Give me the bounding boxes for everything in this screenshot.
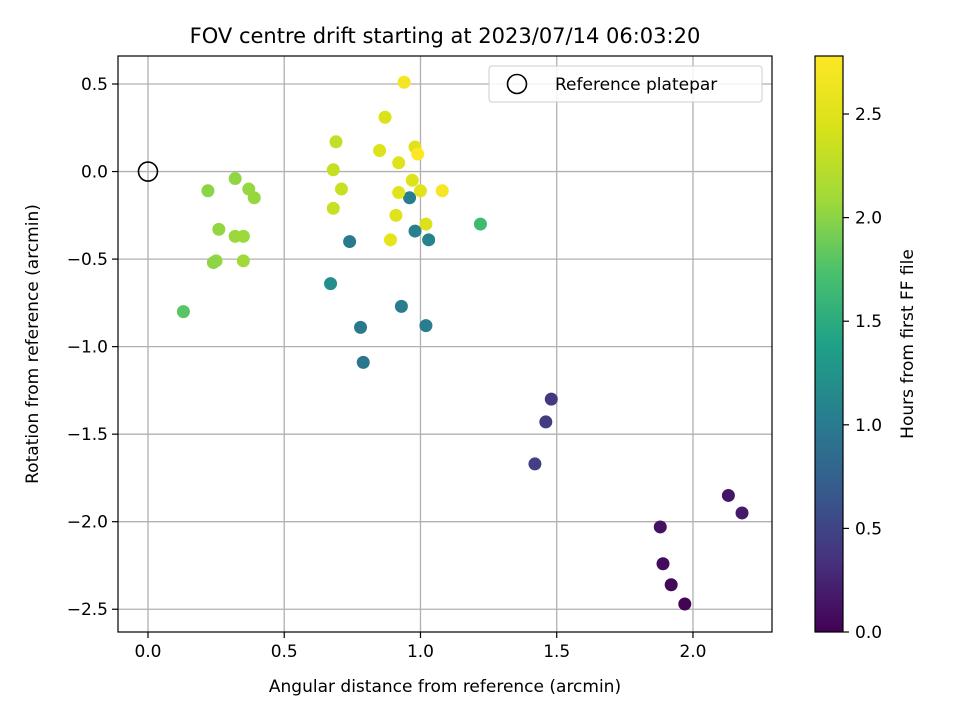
legend-marker (506, 73, 528, 95)
y-tick-label: 0.0 (81, 163, 108, 183)
legend-label: Reference platepar (555, 75, 717, 95)
data-point (236, 254, 250, 268)
grid (118, 56, 772, 632)
data-point (678, 597, 692, 611)
colorbar-tick-label: 0.0 (855, 623, 882, 643)
reference-platepar-marker (137, 161, 159, 182)
data-point (247, 191, 261, 205)
colorbar-tick-label: 0.5 (855, 519, 882, 539)
legend-box (488, 65, 763, 103)
y-tick-label: 0.5 (81, 75, 108, 95)
colorbar-tick-label: 1.5 (855, 312, 882, 332)
data-point (411, 147, 425, 161)
data-point (392, 156, 406, 170)
y-tick-label: −2.5 (67, 600, 108, 620)
data-point (544, 392, 558, 406)
data-point (212, 222, 226, 236)
data-point (539, 415, 553, 429)
y-axis-ticks: 0.5 0.0 −0.5 −1.0 −1.5 −2.0 −2.5 (67, 75, 118, 620)
data-point (721, 488, 735, 502)
data-point (373, 144, 387, 158)
colorbar: 0.0 0.5 1.0 1.5 2.0 2.5 Hours from first FF f… (814, 55, 918, 643)
data-point (422, 233, 436, 247)
x-axis-ticks: 0.0 0.5 1.0 1.5 2.0 (134, 632, 706, 662)
legend: Reference platepar (488, 65, 763, 103)
x-tick-label: 0.0 (134, 642, 161, 662)
data-point (378, 110, 392, 124)
data-point (528, 457, 542, 471)
y-tick-label: −1.5 (67, 425, 108, 445)
data-point (419, 319, 433, 333)
data-point (384, 233, 397, 247)
data-point (329, 135, 343, 149)
data-point (334, 182, 348, 196)
data-point (236, 229, 250, 243)
data-point (343, 235, 357, 249)
data-point (389, 208, 403, 222)
data-point (413, 184, 427, 198)
chart-title: FOV centre drift starting at 2023/07/14 … (190, 24, 701, 48)
y-axis-label: Rotation from reference (arcmin) (23, 204, 43, 484)
data-point (206, 256, 220, 270)
data-point (408, 224, 422, 238)
data-point (356, 355, 370, 369)
x-axis-label: Angular distance from reference (arcmin) (269, 677, 621, 697)
colorbar-tick-label: 1.0 (855, 416, 882, 436)
data-point (403, 191, 417, 205)
x-tick-label: 1.5 (543, 642, 570, 662)
x-tick-label: 0.5 (271, 642, 298, 662)
colorbar-gradient (814, 55, 844, 633)
data-point (397, 75, 411, 89)
data-point (228, 172, 242, 186)
data-point (664, 578, 678, 592)
data-point (656, 557, 670, 571)
colorbar-tick-label: 2.5 (855, 105, 882, 125)
plot-frame (117, 55, 773, 633)
y-tick-label: −0.5 (67, 250, 108, 270)
data-point (326, 163, 340, 177)
colorbar-label: Hours from first FF file (898, 249, 918, 439)
data-point (201, 184, 215, 198)
data-point (405, 173, 419, 187)
y-tick-label: −1.0 (67, 338, 108, 358)
colorbar-ticks: 0.0 0.5 1.0 1.5 2.0 2.5 (843, 105, 882, 643)
data-point (435, 184, 449, 198)
data-point (735, 506, 749, 520)
data-point (419, 217, 433, 231)
data-point (176, 305, 190, 319)
data-points (176, 75, 749, 611)
y-tick-label: −2.0 (67, 513, 108, 533)
data-point (354, 320, 368, 334)
colorbar-tick-label: 2.0 (855, 209, 882, 229)
x-tick-label: 2.0 (679, 642, 706, 662)
data-point (473, 217, 487, 231)
data-point (392, 186, 406, 200)
data-point (394, 299, 408, 313)
data-point (326, 201, 340, 215)
data-point (324, 277, 338, 291)
x-tick-label: 1.0 (407, 642, 434, 662)
data-point (653, 520, 667, 534)
